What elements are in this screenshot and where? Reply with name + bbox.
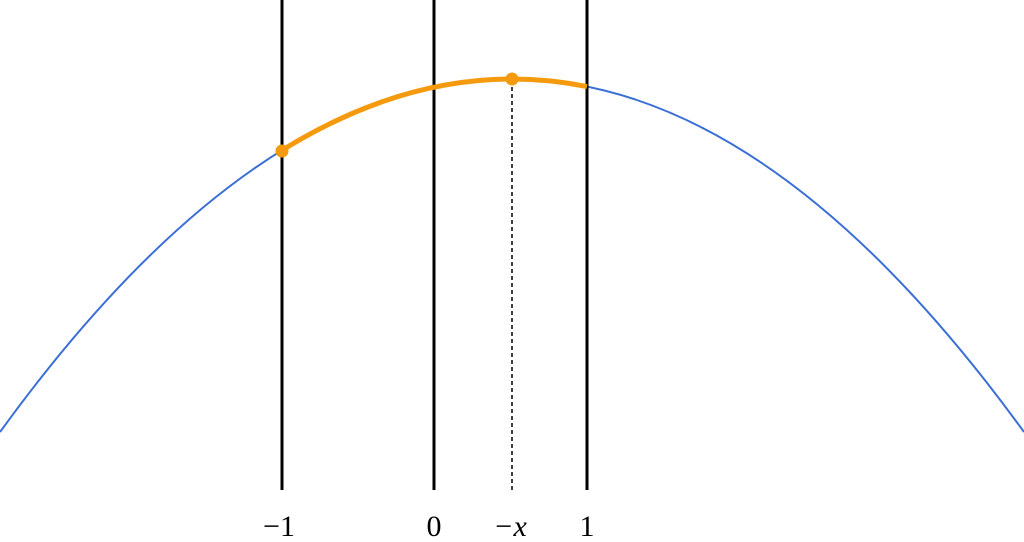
axis-label: −x	[493, 510, 527, 542]
axis-label: 0	[427, 510, 442, 542]
axis-label: −1	[263, 510, 295, 542]
axis-label: 1	[580, 510, 595, 542]
point	[275, 144, 289, 158]
highlight-arc	[280, 76, 588, 153]
point	[505, 72, 519, 86]
